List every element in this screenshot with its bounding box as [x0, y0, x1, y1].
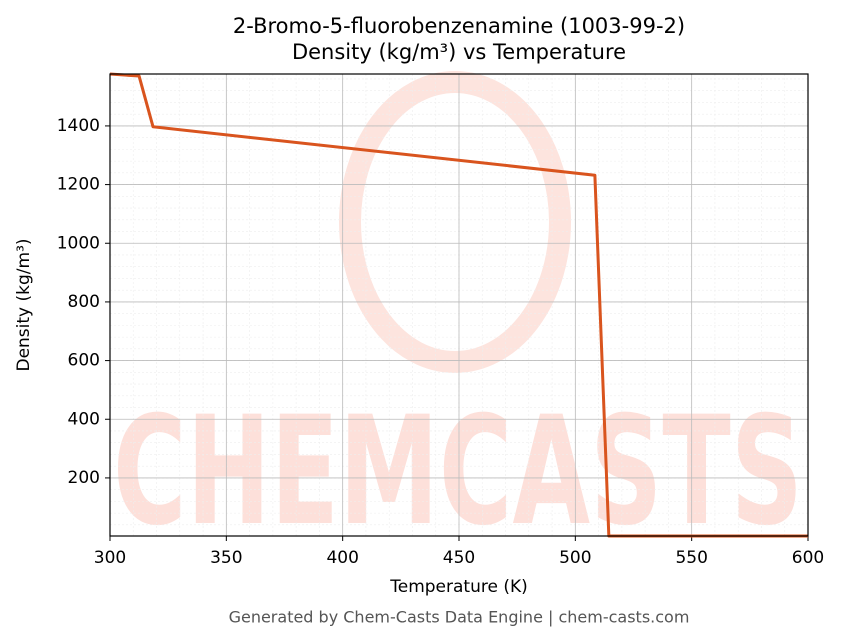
- x-tick-label: 600: [792, 548, 824, 568]
- y-tick-label: 200: [68, 468, 100, 488]
- x-tick-label: 450: [443, 548, 475, 568]
- y-tick-label: 1400: [57, 116, 100, 136]
- y-tick-label: 800: [68, 292, 100, 312]
- x-tick-label: 550: [675, 548, 707, 568]
- x-axis-label: Temperature (K): [389, 577, 528, 597]
- watermark-logo: [339, 71, 571, 373]
- x-tick-label: 500: [559, 548, 591, 568]
- x-tick-label: 300: [94, 548, 126, 568]
- x-tick-label: 350: [210, 548, 242, 568]
- footer: Generated by Chem-Casts Data Engine | ch…: [229, 608, 690, 627]
- chart-title: 2-Bromo-5-fluorobenzenamine (1003-99-2): [233, 14, 685, 38]
- y-tick-label: 400: [68, 409, 100, 429]
- x-tick-label: 400: [326, 548, 358, 568]
- watermark: CHEMCASTS: [113, 385, 803, 559]
- y-tick-label: 1000: [57, 233, 100, 253]
- y-tick-label: 1200: [57, 175, 100, 195]
- watermark-group: CHEMCASTS: [113, 71, 803, 559]
- plot-frame: [109, 73, 809, 537]
- y-axis-label: Density (kg/m³): [14, 238, 34, 371]
- chart-subtitle: Density (kg/m³) vs Temperature: [292, 40, 626, 64]
- y-tick-label: 600: [68, 351, 100, 371]
